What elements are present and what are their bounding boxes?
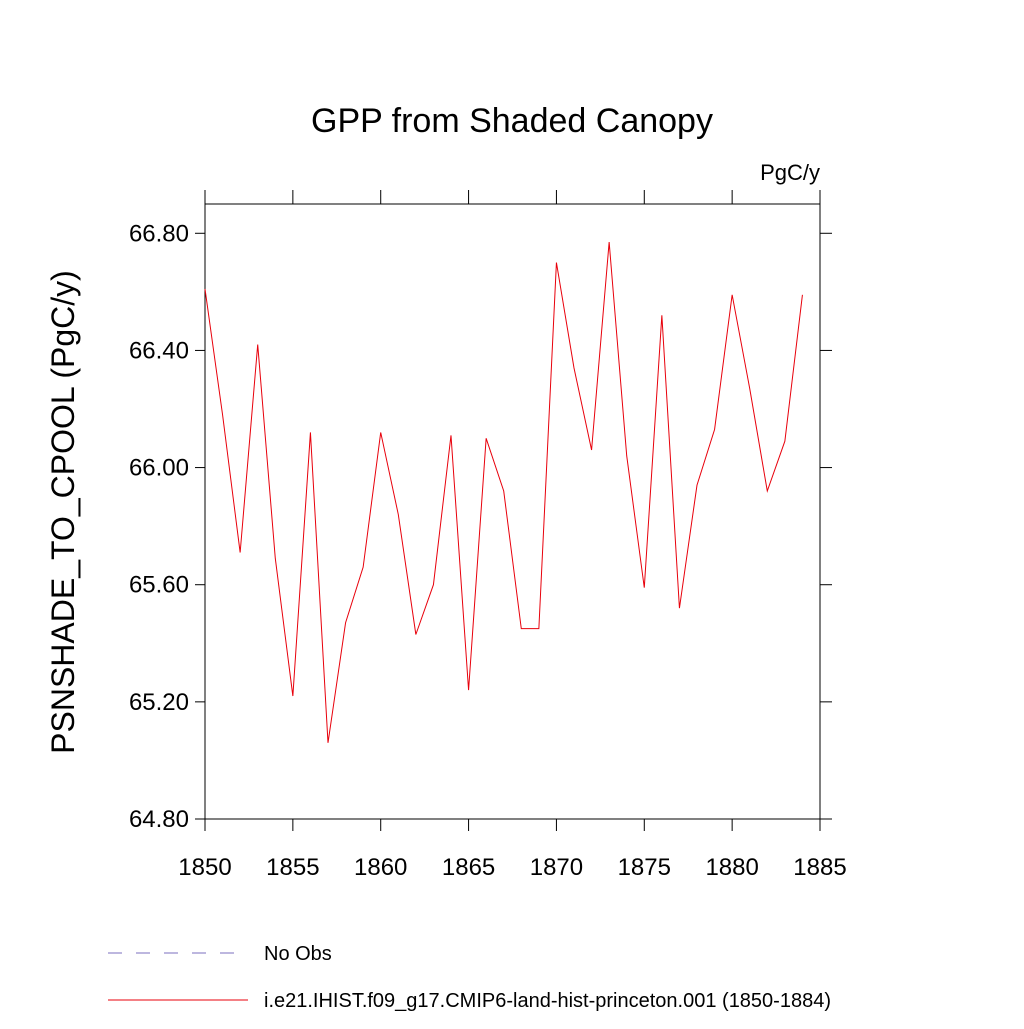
legend-label: No Obs	[264, 943, 332, 965]
x-tick-label: 1860	[354, 854, 407, 881]
x-tick-label: 1875	[618, 854, 671, 881]
x-tick-label: 1880	[705, 854, 758, 881]
y-tick-label: 66.80	[129, 220, 189, 247]
chart-title: GPP from Shaded Canopy	[311, 102, 713, 140]
data-line	[204, 242, 803, 743]
legend-label: i.e21.IHIST.f09_g17.CMIP6-land-hist-prin…	[264, 990, 831, 1012]
plot-frame	[204, 203, 821, 820]
y-tick-label: 66.00	[129, 455, 189, 482]
x-tick-label: 1885	[793, 854, 846, 881]
y-tick-label: 65.60	[129, 572, 189, 599]
y-tick-label: 66.40	[129, 337, 189, 364]
x-tick-label: 1855	[266, 854, 319, 881]
x-tick-label: 1865	[442, 854, 495, 881]
y-tick-label: 65.20	[129, 689, 189, 716]
x-tick-label: 1870	[530, 854, 583, 881]
y-tick-label: 64.80	[129, 806, 189, 833]
units-label: PgC/y	[760, 160, 820, 185]
y-axis-label: PSNSHADE_TO_CPOOL (PgC/y)	[45, 270, 81, 754]
x-tick-label: 1850	[178, 854, 231, 881]
